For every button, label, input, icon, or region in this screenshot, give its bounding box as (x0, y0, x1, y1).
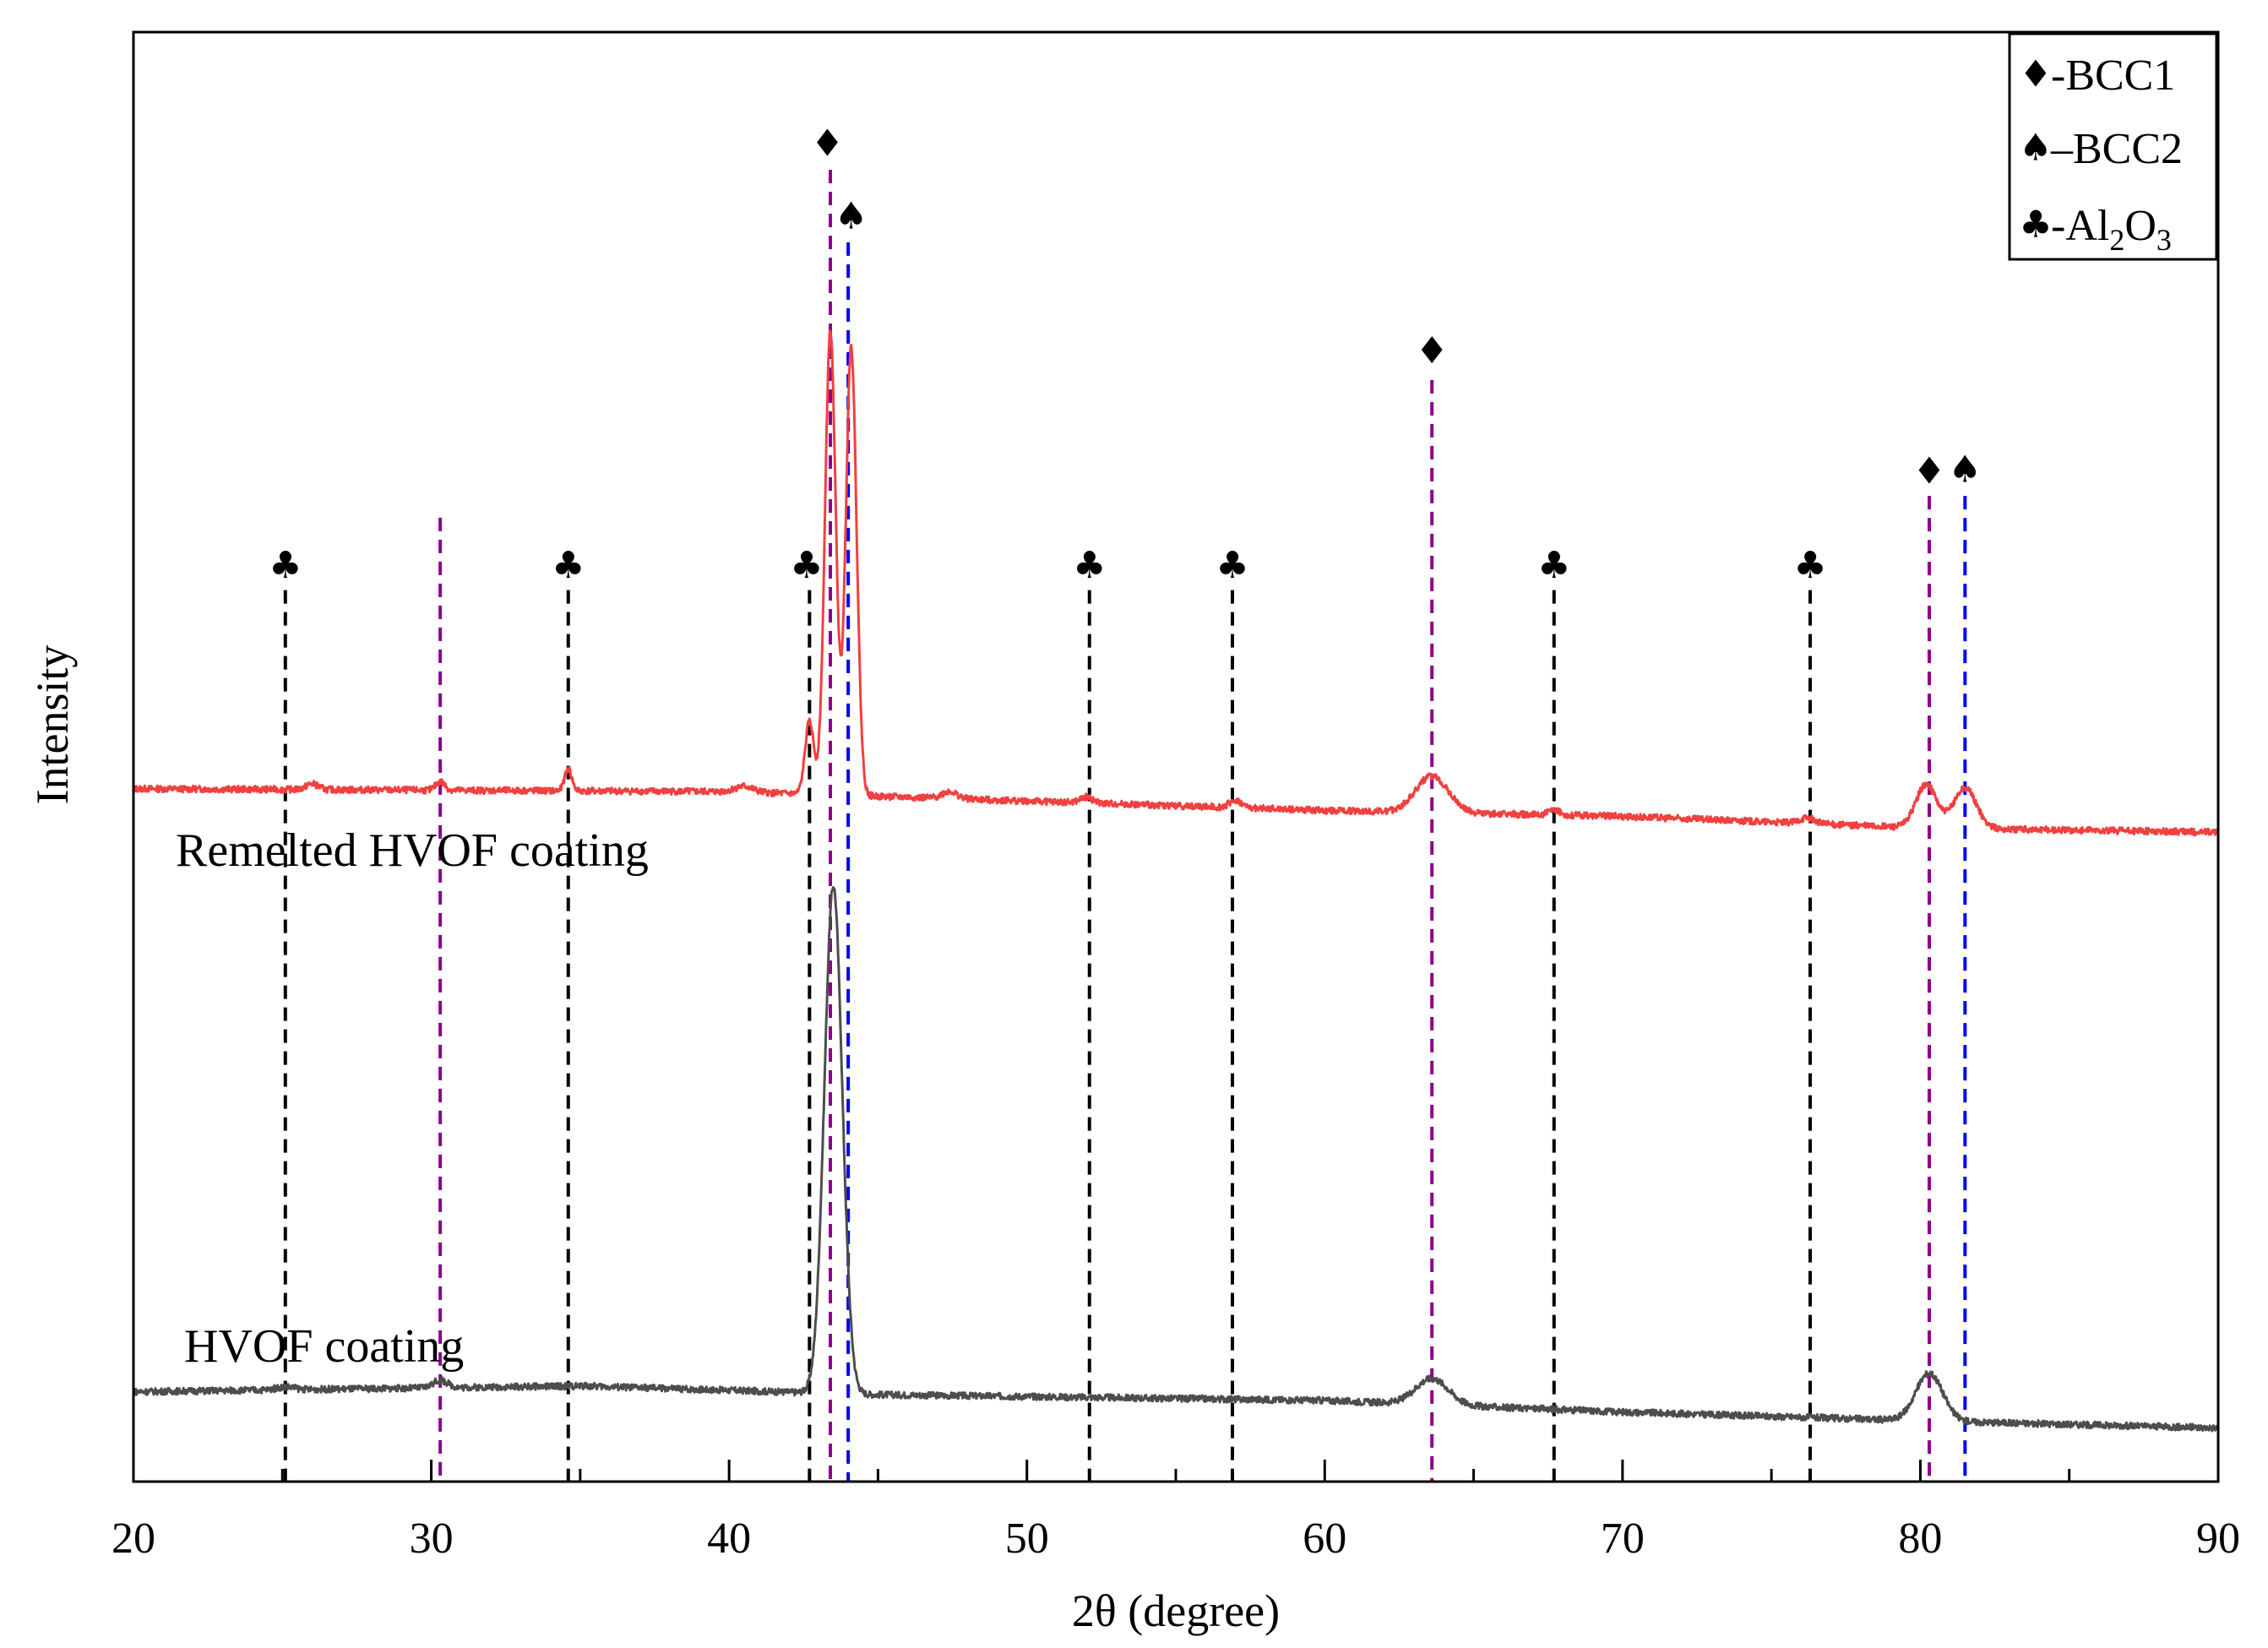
phase-marker: ♦ (1415, 329, 1448, 373)
phase-marker: ♣ (1216, 544, 1248, 587)
x-tick-label: 40 (707, 1515, 751, 1563)
series-line-remelted-hvof-coating (132, 329, 2219, 837)
y-axis-title: Intensity (27, 645, 78, 805)
x-tick-label: 50 (1005, 1515, 1049, 1563)
phase-marker: ♦ (1912, 449, 1945, 492)
x-tick-label: 80 (1898, 1515, 1942, 1563)
legend-symbol-2: ♠ (2019, 127, 2052, 170)
phase-marker: ♣ (1793, 544, 1826, 587)
series-label-remelted-hvof-coating: Remelted HVOF coating (176, 824, 649, 877)
phase-marker: ♣ (1537, 544, 1570, 587)
legend-label-3: -Al2O3 (2051, 202, 2172, 257)
legend-box (2008, 32, 2218, 261)
series-labels: Remelted HVOF coating HVOF coating (176, 824, 649, 1373)
x-axis-ticks: 20 30 40 50 60 70 80 90 (111, 1460, 2240, 1563)
phase-marker: ♠ (1949, 449, 1982, 492)
legend: ♦-BCC1 ♠–BCC2 ♣-Al2O3 (2008, 32, 2218, 261)
series-line-hvof-coating (133, 886, 2220, 1433)
series-label-hvof-coating: HVOF coating (184, 1320, 464, 1373)
legend-label-1: -BCC1 (2051, 52, 2175, 100)
x-tick-label: 90 (2196, 1515, 2240, 1563)
legend-symbol-3: ♣ (2019, 204, 2052, 247)
phase-marker: ♦ (811, 122, 844, 166)
series-group (132, 329, 2220, 1433)
x-axis-title: 2θ (degree) (1072, 1585, 1280, 1636)
x-tick-label: 30 (410, 1515, 454, 1563)
x-tick-label: 60 (1303, 1515, 1346, 1563)
phase-marker: ♣ (269, 544, 302, 587)
phase-markers: ♣ ♣ ♣ ♣ ♣ ♣ ♣♦♠♦♦ ♠ (269, 122, 1982, 587)
phase-marker: ♣ (1073, 544, 1106, 587)
x-tick-label: 70 (1601, 1515, 1645, 1563)
x-tick-label: 20 (111, 1515, 155, 1563)
phase-marker: ♠ (835, 194, 867, 237)
phase-marker: ♣ (552, 544, 585, 587)
phase-marker: ♣ (790, 544, 823, 587)
legend-symbol-1: ♦ (2019, 53, 2052, 96)
legend-label-2: –BCC2 (2050, 125, 2183, 173)
